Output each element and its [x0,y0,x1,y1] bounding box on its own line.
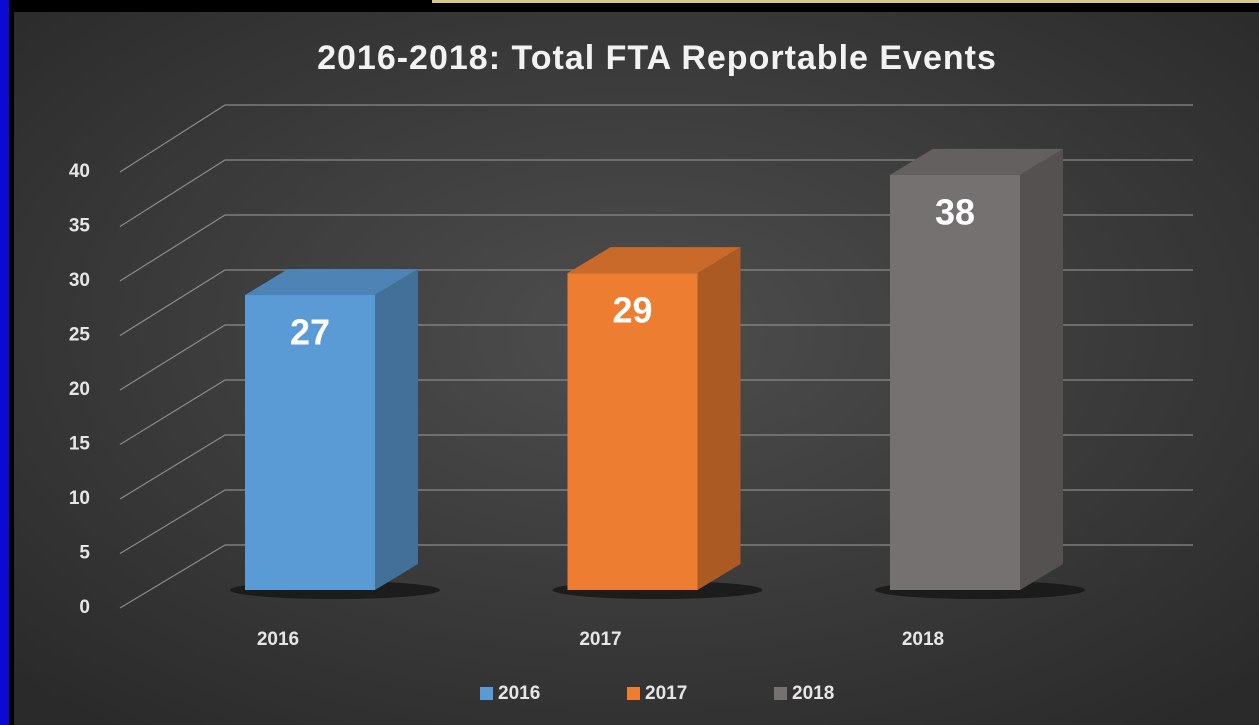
grid-line [119,324,1193,391]
bar-top [890,148,1063,175]
bar-side [1020,148,1063,590]
x-tick-label: 2016 [257,629,299,650]
y-tick-label: 15 [69,434,91,455]
y-tick-label: 5 [79,543,90,564]
legend-label: 2016 [498,683,540,704]
data-label: 38 [935,191,975,232]
grid-line [119,379,1193,446]
legend-swatch [480,687,493,700]
legend-label: 2017 [645,683,687,704]
bar-side [697,247,741,591]
grid-line [119,214,1193,282]
data-label: 29 [612,290,652,331]
x-tick-label: 2017 [579,629,621,650]
grid-line [119,544,1193,609]
y-tick-label: 35 [69,216,91,237]
bar-side [375,269,418,590]
grid-line [119,269,1193,337]
grid-line [119,489,1193,555]
y-tick-label: 20 [69,379,90,400]
y-tick-label: 25 [69,325,91,346]
data-label: 27 [290,312,330,353]
bar-front [890,174,1020,590]
frame-edge [0,0,9,725]
legend-label: 2018 [792,683,834,704]
frame-line [432,0,1259,3]
chart-title: 2016-2018: Total FTA Reportable Events [317,39,997,77]
y-tick-label: 40 [69,161,90,182]
legend-swatch [627,687,640,700]
grid-line [119,104,1193,173]
grid-line [119,434,1193,500]
bar-front [567,273,698,590]
y-tick-label: 30 [69,270,90,291]
y-tick-label: 0 [79,597,90,618]
legend-swatch [774,687,787,700]
y-tick-label: 10 [69,488,90,509]
x-tick-label: 2018 [902,629,944,650]
bar-top [245,269,418,296]
bar-top [567,247,741,274]
grid-line [119,159,1193,228]
bar-front [245,295,375,590]
